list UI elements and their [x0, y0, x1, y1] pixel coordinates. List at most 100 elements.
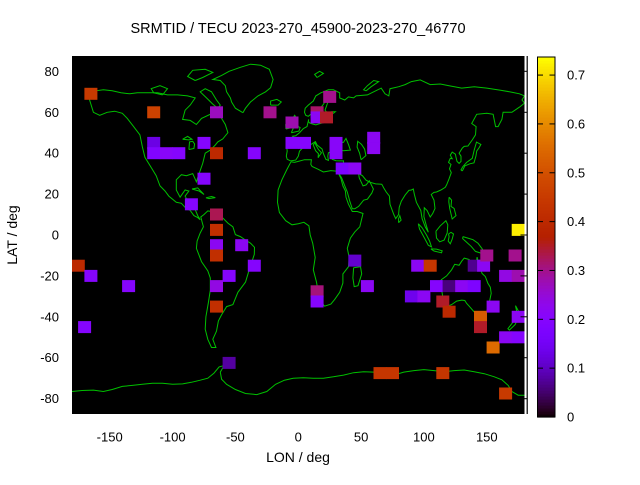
tec-cell — [499, 331, 513, 344]
coastline-path — [211, 63, 274, 114]
x-tick-label: 150 — [476, 430, 498, 445]
tec-cell — [298, 136, 311, 149]
tec-cell — [72, 259, 85, 272]
tec-cell — [367, 131, 381, 144]
colorbar-gradient-step — [537, 72, 555, 76]
right-tick-marks — [520, 70, 528, 400]
colorbar-gradient-step — [537, 276, 555, 280]
x-tick-label: 50 — [354, 430, 368, 445]
tec-cell — [210, 300, 223, 313]
x-tick-label: -100 — [160, 430, 186, 445]
tec-cells — [72, 87, 525, 400]
tec-cell — [147, 136, 161, 149]
colorbar-gradient-step — [537, 207, 555, 211]
colorbar-gradient-step — [537, 231, 555, 235]
colorbar-gradient-step — [537, 183, 555, 187]
tec-cell — [474, 321, 487, 334]
coastlines — [72, 63, 525, 396]
colorbar-tick-label: 0.3 — [567, 263, 585, 278]
y-axis-label: LAT / deg — [4, 205, 20, 264]
colorbar-gradient-step — [537, 96, 555, 100]
coastline-path — [447, 231, 455, 245]
tec-cell — [480, 249, 494, 262]
colorbar-gradient-step — [537, 114, 555, 118]
coastline-path — [460, 141, 482, 172]
colorbar-gradient-step — [537, 270, 555, 274]
colorbar-gradient-step — [537, 132, 555, 136]
tec-cell — [367, 142, 381, 155]
coastline-path — [195, 210, 256, 348]
x-tick-label: -150 — [97, 430, 123, 445]
colorbar-gradient-step — [537, 249, 555, 253]
colorbar-gradient-step — [537, 411, 555, 415]
colorbar-gradient-step — [537, 315, 555, 319]
x-tick-labels: -150 -100 -50 0 50 100 150 — [97, 430, 498, 445]
colorbar-tick-label: 0.6 — [567, 116, 585, 131]
tec-cell — [511, 269, 525, 282]
tec-cell — [247, 259, 261, 272]
tec-cell — [222, 356, 236, 369]
colorbar-gradient-step — [537, 81, 555, 85]
y-tick-label: 20 — [45, 187, 59, 202]
colorbar-gradient-step — [537, 201, 555, 205]
colorbar-gradient-step — [537, 186, 555, 190]
colorbar-gradient-step — [537, 390, 555, 394]
x-tick-label: 0 — [295, 430, 302, 445]
coastline-path — [435, 219, 449, 243]
coastline-path — [398, 214, 402, 224]
x-axis-label: LON / deg — [266, 449, 330, 465]
tec-cell — [323, 90, 337, 103]
tec-cell — [172, 147, 186, 160]
colorbar-gradient-step — [537, 318, 555, 322]
colorbar-gradient-step — [537, 123, 555, 127]
colorbar-gradient-step — [537, 138, 555, 142]
tec-cell — [210, 280, 223, 293]
tec-cell — [436, 295, 450, 308]
colorbar-tick-marks — [538, 74, 555, 418]
colorbar-gradient-step — [537, 381, 555, 385]
tec-cell — [329, 147, 343, 160]
tec-cell — [404, 290, 418, 303]
colorbar-gradient-step — [537, 159, 555, 163]
colorbar-gradient-step — [537, 189, 555, 193]
tec-cell — [442, 305, 456, 318]
colorbar-gradient-step — [537, 192, 555, 196]
y-tick-label: 80 — [45, 64, 59, 79]
colorbar-gradient-step — [537, 255, 555, 259]
colorbar-gradient-step — [537, 63, 555, 67]
tec-cell — [210, 208, 223, 221]
coastline-path — [191, 187, 205, 195]
colorbar-gradient-step — [537, 369, 555, 373]
tec-cell — [499, 387, 513, 400]
colorbar-gradient-step — [537, 258, 555, 262]
tec-cell — [320, 111, 333, 124]
colorbar-gradient-step — [537, 213, 555, 217]
tec-cell — [235, 239, 249, 252]
colorbar-gradient-step — [537, 177, 555, 181]
colorbar-gradient-step — [537, 153, 555, 157]
y-tick-label: 60 — [45, 105, 59, 120]
coastline-path — [430, 248, 443, 254]
colorbar-gradient-step — [537, 303, 555, 307]
map-background — [72, 56, 525, 414]
colorbar-gradient-step — [537, 219, 555, 223]
colorbar-gradient-step — [537, 345, 555, 349]
colorbar-tick-labels: 0 0.1 0.2 0.3 0.4 0.5 0.6 0.7 — [567, 68, 585, 425]
colorbar-gradient-step — [537, 300, 555, 304]
colorbar-gradient-step — [537, 354, 555, 358]
tec-cell — [147, 147, 161, 160]
tec-cell — [486, 300, 500, 313]
colorbar-gradient-step — [537, 321, 555, 325]
tec-cell — [310, 295, 324, 308]
tec-cell — [423, 259, 437, 272]
tec-cell — [511, 310, 525, 323]
colorbar-gradient-step — [537, 165, 555, 169]
colorbar-tick-label: 0.4 — [567, 214, 585, 229]
colorbar-tick-label: 0 — [567, 410, 574, 425]
tec-cell — [335, 162, 349, 175]
coastline-path — [313, 70, 325, 78]
colorbar-gradient-step — [537, 243, 555, 247]
coastline-path — [89, 89, 229, 221]
colorbar-gradient-step — [537, 135, 555, 139]
